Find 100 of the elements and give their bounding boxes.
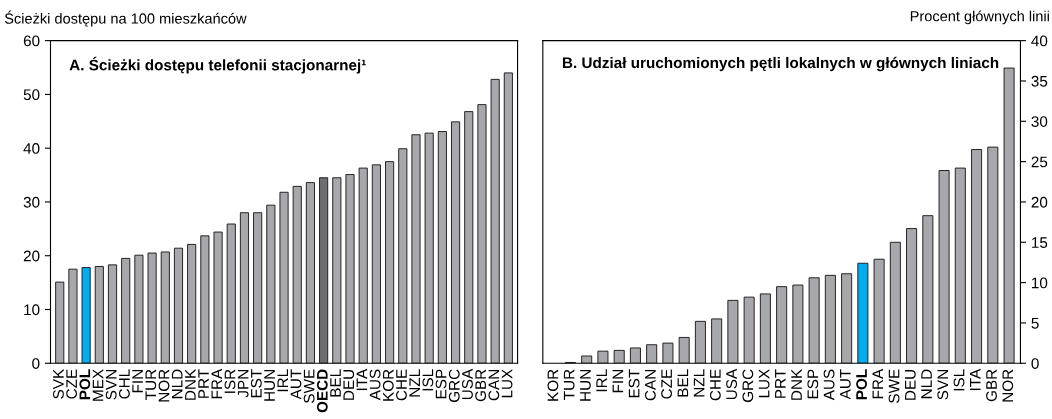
bar xyxy=(581,355,593,364)
x-tick-label: AUS xyxy=(823,369,835,401)
bar xyxy=(906,228,918,364)
bar xyxy=(147,252,157,364)
x-tick-label: ESP xyxy=(807,369,819,399)
x-tick-label: NZL xyxy=(409,369,420,397)
bar xyxy=(107,264,118,364)
bar xyxy=(371,164,381,364)
bar xyxy=(857,262,869,364)
x-tick-label: TUR xyxy=(145,369,157,400)
bar xyxy=(239,212,250,364)
bar xyxy=(121,257,131,364)
bar xyxy=(727,299,739,364)
bar xyxy=(160,251,170,364)
x-tick-label: CAN xyxy=(644,370,656,401)
x-tick-label: ESP xyxy=(435,369,447,399)
x-tick-label: NLD xyxy=(921,369,932,399)
bar xyxy=(987,146,999,364)
bar xyxy=(873,258,885,364)
bar xyxy=(824,274,836,364)
x-tick-label: FIN xyxy=(612,370,624,393)
y-tick-label: 30 xyxy=(23,196,40,208)
x-tick-label: SWE xyxy=(888,369,900,403)
x-tick-label: SVN xyxy=(937,370,949,400)
bar xyxy=(332,177,342,364)
x-tick-label: POL xyxy=(79,369,91,400)
bar xyxy=(954,167,966,364)
bar xyxy=(711,318,723,364)
x-tick-label: USA xyxy=(726,368,737,400)
y2-tick-label: 0 xyxy=(1031,358,1039,369)
bar xyxy=(424,132,434,364)
x-tick-label: PRT xyxy=(775,369,786,398)
bar xyxy=(613,349,625,364)
bar xyxy=(792,284,804,364)
x-tick-label: AUT xyxy=(840,369,851,400)
bar xyxy=(266,204,276,364)
bar xyxy=(464,111,474,364)
x-tick-label: KOR xyxy=(547,369,559,401)
x-tick-label: FIN xyxy=(132,370,143,393)
bar xyxy=(345,174,355,364)
y2-tick-label: 35 xyxy=(1031,75,1048,87)
bar xyxy=(971,149,983,364)
x-tick-label: PRT xyxy=(198,369,209,398)
bar xyxy=(358,167,368,364)
text: B. Udział uruchomionych pętli lokalnych w głównych liniach xyxy=(562,56,999,72)
bar xyxy=(279,191,289,364)
bar xyxy=(200,235,210,364)
bar xyxy=(503,72,513,364)
bar xyxy=(319,177,329,364)
x-tick-label: GRC xyxy=(448,369,460,403)
bar xyxy=(173,247,184,364)
bar xyxy=(94,265,104,364)
x-tick-label: ISR xyxy=(224,369,236,393)
bar xyxy=(187,243,197,364)
bar xyxy=(134,254,144,364)
bar xyxy=(253,212,263,364)
y2-tick-label: 40 xyxy=(1031,35,1048,47)
y-tick-label: 50 xyxy=(23,89,40,101)
bar xyxy=(398,148,408,364)
bar xyxy=(385,161,395,364)
bar xyxy=(808,277,820,364)
x-tick-label: USA xyxy=(462,368,473,400)
bar xyxy=(938,170,950,364)
y-tick-label: 0 xyxy=(32,358,40,369)
bar xyxy=(490,78,500,364)
x-tick-label: SWE xyxy=(303,369,315,403)
x-tick-label: DNK xyxy=(791,369,802,400)
bar xyxy=(477,104,487,364)
x-tick-label: LUX xyxy=(501,369,513,398)
y2-tick-label: 20 xyxy=(1031,196,1048,208)
x-tick-label: CAN xyxy=(488,370,500,401)
bar xyxy=(68,268,78,364)
x-tick-label: FRA xyxy=(872,368,884,399)
bar xyxy=(662,342,674,364)
x-tick-label: EST xyxy=(250,369,262,398)
bar xyxy=(292,185,302,364)
bar xyxy=(1003,67,1015,364)
text: A. Ścieżki dostępu telefonii stacjonarnej¹ xyxy=(69,56,366,74)
x-tick-label: SVN xyxy=(105,370,117,400)
x-tick-label: LUX xyxy=(758,369,770,398)
x-tick-label: CZE xyxy=(661,369,673,399)
bar xyxy=(81,267,91,364)
x-tick-label: AUT xyxy=(290,369,302,400)
y2-tick-label: 10 xyxy=(1032,277,1048,289)
bar xyxy=(411,134,421,364)
y-axis-title: Ścieżki dostępu na 100 mieszkańców xyxy=(4,10,247,27)
bar xyxy=(597,350,609,364)
bar xyxy=(759,293,771,364)
x-tick-label: ISL xyxy=(422,369,434,391)
x-tick-label: NZL xyxy=(693,369,705,397)
y2-tick-label: 15 xyxy=(1032,237,1048,248)
x-tick-label: ISL xyxy=(953,369,965,391)
bar xyxy=(55,281,65,364)
bar xyxy=(776,286,788,364)
x-tick-label: HUN xyxy=(264,370,275,401)
x-tick-label: DEU xyxy=(905,370,916,400)
x-tick-label: BEL xyxy=(677,369,689,397)
bar xyxy=(213,231,223,364)
x-tick-label: IRL xyxy=(277,369,288,392)
x-tick-label: CHE xyxy=(396,369,407,401)
